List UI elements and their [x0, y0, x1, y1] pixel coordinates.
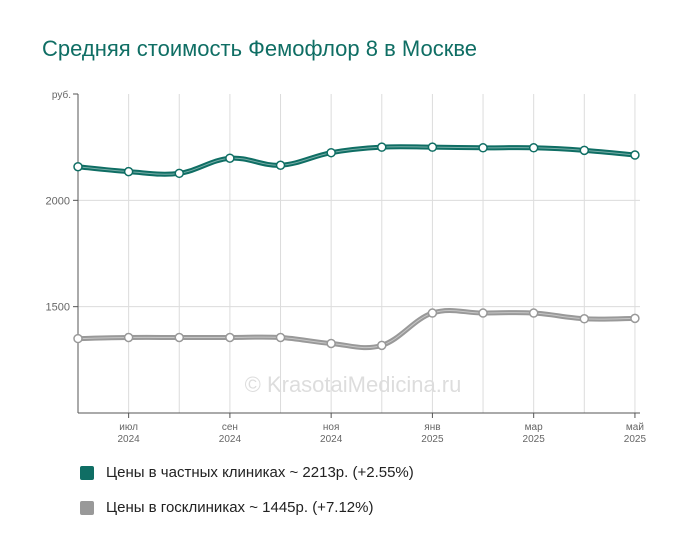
- x-tick-label-month: янв: [424, 422, 440, 433]
- x-tick-label-year: 2024: [118, 434, 141, 445]
- series: [73, 142, 640, 351]
- data-point: [73, 161, 83, 172]
- series-line-1: [75, 307, 638, 351]
- axes: 15002000руб.июл2024сен2024ноя2024янв2025…: [46, 89, 647, 445]
- data-point: [528, 308, 539, 318]
- data-point: [427, 142, 438, 152]
- x-tick-label-month: ноя: [323, 422, 340, 433]
- x-tick-label-month: май: [626, 422, 644, 433]
- data-point: [377, 142, 387, 152]
- x-tick-label-year: 2025: [523, 434, 546, 445]
- legend-label-public: Цены в госклиниках ~ 1445р. (+7.12%): [106, 499, 374, 516]
- x-tick-label-year: 2025: [421, 434, 444, 445]
- data-point: [123, 332, 134, 343]
- data-point: [275, 332, 286, 343]
- x-tick-label-month: мар: [525, 422, 543, 433]
- data-point: [123, 166, 134, 177]
- data-point: [326, 147, 336, 158]
- legend-swatch-private: [80, 465, 94, 480]
- data-point: [73, 333, 83, 344]
- data-point: [579, 145, 590, 156]
- data-point: [630, 313, 640, 324]
- x-tick-label-year: 2025: [624, 434, 647, 445]
- legend-item-private: Цены в частных клиниках ~ 2213р. (+2.55%…: [80, 464, 414, 481]
- y-tick-label: 2000: [46, 195, 70, 207]
- legend-item-public: Цены в госклиниках ~ 1445р. (+7.12%): [80, 499, 373, 516]
- legend-swatch-public: [80, 500, 94, 515]
- series-line-0: [75, 144, 638, 177]
- x-tick-label-year: 2024: [219, 434, 242, 445]
- data-point: [528, 143, 539, 153]
- data-point: [579, 314, 590, 324]
- data-point: [275, 160, 286, 170]
- data-point: [174, 168, 185, 179]
- legend-label-private: Цены в частных клиниках ~ 2213р. (+2.55%…: [106, 464, 414, 481]
- data-point: [630, 150, 640, 160]
- y-axis-unit-label: руб.: [52, 89, 71, 101]
- data-point: [225, 332, 235, 343]
- watermark: © KrasotaiMedicina.ru: [245, 372, 462, 397]
- data-point: [174, 332, 185, 343]
- x-tick-label-month: июл: [119, 422, 138, 433]
- data-point: [377, 340, 387, 351]
- chart-title: Средняя стоимость Фемофлор 8 в Москве: [42, 36, 478, 61]
- grid: [78, 94, 640, 413]
- data-point: [427, 308, 438, 318]
- x-tick-label-month: сен: [222, 422, 238, 433]
- data-point: [326, 338, 336, 349]
- data-point: [225, 153, 235, 163]
- data-point: [478, 143, 488, 153]
- data-point: [478, 308, 488, 318]
- x-tick-label-year: 2024: [320, 434, 343, 445]
- y-tick-label: 1500: [46, 302, 70, 314]
